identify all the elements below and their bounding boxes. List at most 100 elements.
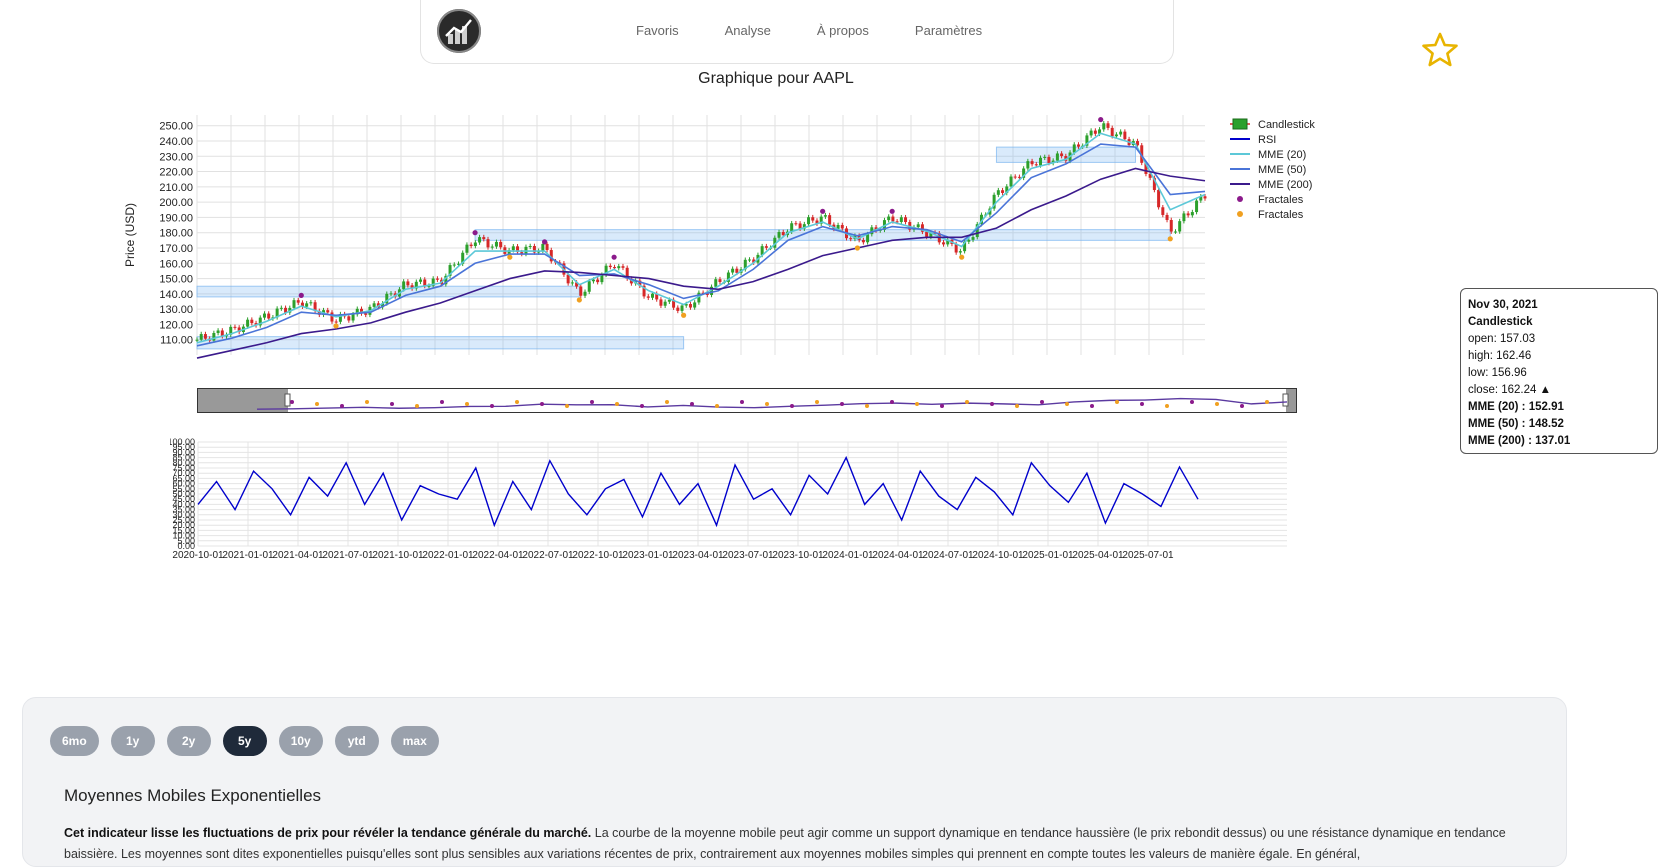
nav-parametres[interactable]: Paramètres (914, 23, 983, 38)
rsi-y-tick-label: 55.00 (172, 484, 195, 494)
period-1y[interactable]: 1y (110, 726, 155, 756)
period-6mo[interactable]: 6mo (50, 726, 99, 756)
rsi-y-tick-label: 5.00 (177, 536, 195, 546)
candle-body (448, 265, 452, 276)
rsi-y-tick-label: 0.00 (177, 541, 195, 551)
candle-body (1005, 186, 1009, 193)
legend-label: Fractales (1258, 209, 1304, 221)
candle-body (1047, 156, 1051, 164)
fractal-low (959, 254, 965, 260)
candle-body (423, 279, 427, 286)
candle-body (511, 246, 515, 251)
period-2y[interactable]: 2y (166, 726, 211, 756)
candle-body (1089, 130, 1093, 136)
price-chart[interactable]: Price (USD) 110.00 120.00 130.00 140.00 150.0… (120, 110, 1420, 380)
rsi-y-tick-label: 90.00 (172, 447, 195, 457)
candle-body (773, 237, 777, 248)
navigator-fractal (390, 402, 394, 406)
candle-body (752, 259, 756, 263)
candle-body (292, 300, 296, 308)
candle-body (1144, 162, 1148, 174)
legend-swatch-fractales (1237, 196, 1243, 202)
candle-body (1051, 160, 1055, 164)
navigator-fractal (1190, 400, 1194, 404)
rsi-x-tick-label: 2024-07-01 (922, 550, 974, 561)
candle-body (1182, 213, 1186, 222)
candle-body (427, 285, 431, 287)
fractal-high (472, 230, 478, 236)
tooltip-mme50: MME (50) : 148.52 (1468, 418, 1564, 430)
candle-body (1190, 212, 1194, 216)
tooltip-mme20: MME (20) : 152.91 (1468, 401, 1564, 413)
navigator-fractal (1215, 402, 1219, 406)
candle-body (895, 221, 899, 223)
candle-body (456, 263, 460, 265)
legend-label: MME (20) (1258, 149, 1306, 161)
candle-body (646, 296, 650, 298)
candle-body (760, 246, 764, 255)
candle-body (667, 299, 671, 302)
candle-body (1043, 156, 1047, 158)
candle-body (958, 251, 962, 253)
navigator-fractal (815, 400, 819, 404)
period-selector: 6mo 1y 2y 5y 10y ytd max (50, 726, 439, 756)
y-tick-label: 210.00 (159, 182, 193, 194)
candle-body (925, 231, 929, 237)
navigator-fractal (590, 400, 594, 404)
candle-body (608, 265, 612, 268)
candle-body (1203, 196, 1207, 199)
navigator-fractal (1240, 404, 1244, 408)
candle-body (899, 217, 903, 222)
rsi-chart[interactable]: 0.005.0010.0015.0020.0025.0030.0035.0040… (170, 436, 1320, 571)
top-navbar: Favoris Analyse À propos Paramètres (420, 0, 1174, 64)
candle-body (663, 301, 667, 306)
candle-body (330, 312, 334, 322)
candle-body (604, 265, 608, 275)
candle-body (621, 266, 625, 268)
navigator-fractal (1165, 404, 1169, 408)
candle-body (216, 330, 220, 333)
candle-body (579, 286, 583, 296)
period-max[interactable]: max (390, 726, 439, 756)
y-tick-label: 200.00 (159, 197, 193, 209)
candle-body (482, 237, 486, 240)
rsi-y-tick-label: 10.00 (172, 531, 195, 541)
candle-body (545, 243, 549, 251)
candle-body (549, 250, 553, 262)
candle-body (794, 223, 798, 225)
resistance-zone (196, 336, 685, 350)
chart-logo-icon[interactable] (437, 9, 481, 53)
candle-body (1030, 161, 1034, 165)
candle-body (967, 239, 971, 242)
candle-body (798, 223, 802, 229)
candle-body (1039, 157, 1043, 166)
nav-analyse[interactable]: Analyse (724, 23, 771, 38)
period-ytd[interactable]: ytd (334, 726, 379, 756)
range-navigator[interactable] (197, 388, 1297, 414)
period-10y[interactable]: 10y (278, 726, 323, 756)
section-lead: Cet indicateur lisse les fluctuations de… (64, 826, 592, 840)
star-outline-icon[interactable] (1420, 30, 1460, 70)
navigator-fractal (665, 400, 669, 404)
fractal-low (681, 312, 687, 318)
candle-body (701, 292, 705, 294)
candle-body (364, 313, 368, 315)
candle-body (1136, 141, 1140, 146)
rsi-x-tick-label: 2024-04-01 (872, 550, 924, 561)
candle-body (1009, 176, 1013, 187)
period-5y[interactable]: 5y (222, 726, 267, 756)
nav-a-propos[interactable]: À propos (816, 23, 869, 38)
navigator-mask-left (198, 389, 288, 412)
candle-body (866, 234, 870, 243)
candle-body (688, 304, 692, 308)
candle-body (979, 214, 983, 225)
legend-label: Candlestick (1258, 119, 1315, 131)
candle-body (840, 225, 844, 229)
nav-favoris[interactable]: Favoris (636, 23, 679, 38)
navigator-fractal (1115, 400, 1119, 404)
candle-body (532, 246, 536, 253)
navigator-fractal (915, 402, 919, 406)
candle-body (478, 237, 482, 243)
candle-body (351, 314, 355, 321)
candle-body (1195, 200, 1199, 213)
